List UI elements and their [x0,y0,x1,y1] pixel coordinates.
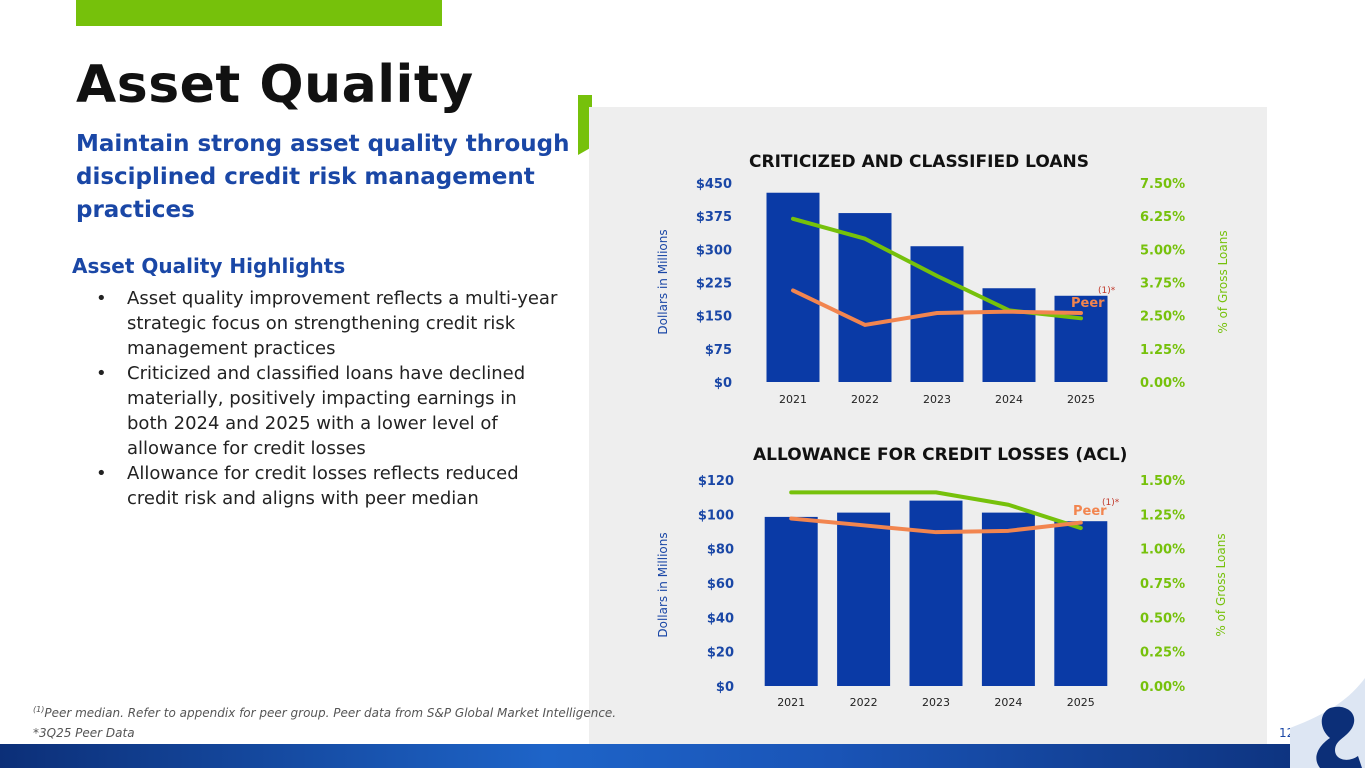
chart-2-xtick: 2025 [1067,696,1095,709]
chart-1-ytick: $75 [705,343,732,358]
chart-1-xtick: 2024 [995,393,1023,406]
chart-1-ytick: $150 [696,310,732,325]
chart-1-ytick: $0 [714,376,732,391]
chart-1-peer-note: (1)* [1098,286,1116,296]
chart-1-ytick-right: 5.00% [1140,243,1185,258]
chart-2-ylabel-right: % of Gross Loans [1214,533,1228,636]
footnote-peer: (1)Peer median. Refer to appendix for pe… [33,705,616,720]
chart-2-ytick: $20 [707,646,734,661]
chart-2-xtick: 2022 [850,696,878,709]
chart-2-ytick: $0 [716,680,734,695]
chart-2-xtick: 2024 [994,696,1022,709]
chart-2-ytick-right: 1.25% [1140,508,1185,523]
chart-1-line-peer [791,288,1083,327]
chart-1-bar [1054,295,1108,382]
footnote-marker: (1) [33,705,45,714]
chart-2-xtick: 2021 [777,696,805,709]
chart-1-xtick: 2021 [779,393,807,406]
chart-1-title: CRITICIZED AND CLASSIFIED LOANS [749,152,1089,172]
chart-1-bar [766,192,820,382]
page-title: Asset Quality [76,55,474,115]
chart-2-ytick: $100 [698,508,734,523]
chart-2-title: ALLOWANCE FOR CREDIT LOSSES (ACL) [753,445,1127,465]
highlights-list: Asset quality improvement reflects a mul… [92,286,562,511]
chart-2-bar [837,512,891,686]
chart-1-xtick: 2022 [851,393,879,406]
chart-2-line-company [789,490,1083,531]
chart-2-ytick-right: 0.25% [1140,646,1185,661]
footnote-text: Peer median. Refer to appendix for peer … [44,706,617,720]
chart-1-peer-label: Peer [1071,296,1105,311]
chart-2-bar [764,516,818,686]
chart-2-xtick: 2023 [922,696,950,709]
highlight-bullet-3: Allowance for credit losses reflects red… [92,461,562,511]
chart-2-peer-note: (1)* [1102,498,1120,508]
chart-2-bar [1054,521,1108,686]
chart-1-ytick-right: 3.75% [1140,277,1185,292]
bottom-band [0,744,1365,768]
chart-1-ytick-right: 6.25% [1140,210,1185,225]
chart-1-xtick: 2023 [923,393,951,406]
chart-2-ytick: $120 [698,474,734,489]
accent-bar [76,0,442,26]
chart-1-ylabel: Dollars in Millions [656,229,670,334]
highlight-bullet-1: Asset quality improvement reflects a mul… [92,286,562,361]
chart-2-ytick: $80 [707,543,734,558]
chart-1-ytick: $450 [696,177,732,192]
chart-1-bar [838,213,892,382]
brand-logo-icon [1290,678,1365,768]
chart-1-ytick-right: 7.50% [1140,177,1185,192]
chart-2-ytick-right: 0.50% [1140,611,1185,626]
chart-2-ytick-right: 0.00% [1140,680,1185,695]
highlights-heading: Asset Quality Highlights [72,254,346,278]
chart-1-ytick-right: 0.00% [1140,376,1185,391]
chart-1-ytick-right: 1.25% [1140,343,1185,358]
chart-1-xtick: 2025 [1067,393,1095,406]
chart-2-bar [909,500,963,686]
chart-1-ylabel-right: % of Gross Loans [1216,230,1230,333]
charts-panel: CRITICIZED AND CLASSIFIED LOANS $0 $75 $150… [589,107,1267,744]
chart-2-ytick-right: 1.00% [1140,543,1185,558]
chart-2-bar [981,512,1035,686]
footnote-peer-data: *3Q25 Peer Data [33,726,135,740]
chart-1-ytick: $375 [696,210,732,225]
chart-1-ytick: $300 [696,243,732,258]
chart-2-peer-label: Peer [1073,504,1107,519]
chart-2-line-peer [789,516,1083,535]
chart-2-ytick: $40 [707,611,734,626]
page-subtitle: Maintain strong asset quality through di… [76,131,570,223]
charts-svg: CRITICIZED AND CLASSIFIED LOANS $0 $75 $150… [656,152,1230,709]
highlight-bullet-2: Criticized and classified loans have dec… [92,361,562,461]
chart-2-ytick-right: 0.75% [1140,577,1185,592]
chart-1-ytick: $225 [696,277,732,292]
chart-2-ytick-right: 1.50% [1140,474,1185,489]
chart-2-ytick: $60 [707,577,734,592]
chart-2-ylabel: Dollars in Millions [656,532,670,637]
chart-1-ytick-right: 2.50% [1140,310,1185,325]
